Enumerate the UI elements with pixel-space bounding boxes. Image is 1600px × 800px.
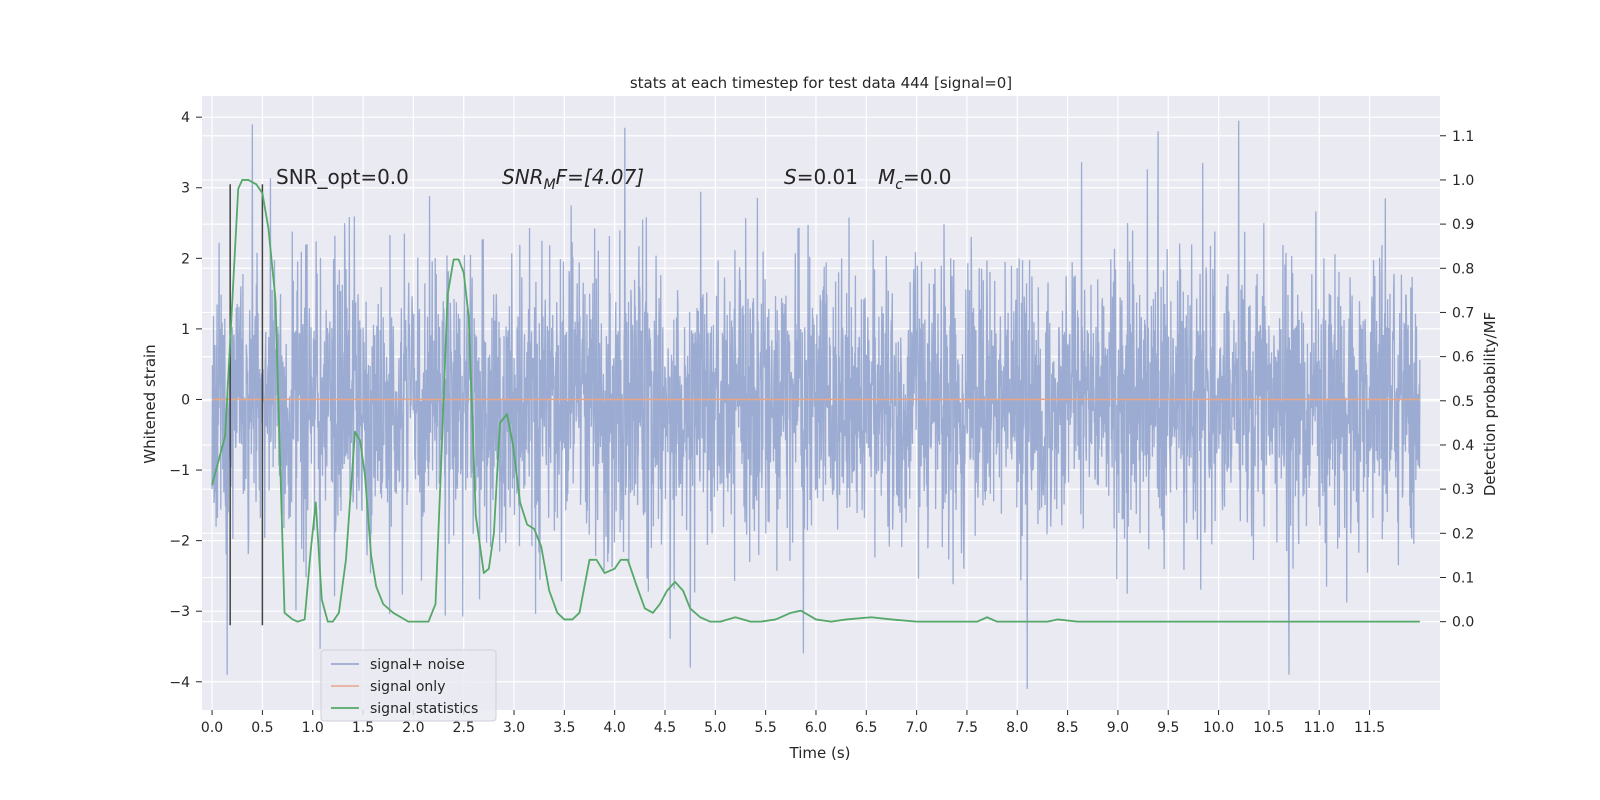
y-tick-label: 2 xyxy=(181,251,190,267)
annotation-snr-mf-prefix: SNR xyxy=(502,165,544,189)
y-tick-label: −2 xyxy=(169,534,190,550)
x-tick-label: 1.5 xyxy=(352,720,374,736)
event-markers xyxy=(229,184,264,626)
x-axis-ticks: 0.0 0.5 1.0 1.5 2.0 2.5 3.0 3.5 4.0 4.5 5.0 5.5 6.0 6… xyxy=(201,710,1385,736)
annotations: SNR_opt=0.0 SNRMF=[4.07] S=0.01 Mc=0.0 xyxy=(276,165,952,193)
annotation-mc: Mc=0.0 xyxy=(878,165,952,193)
x-tick-label: 3.5 xyxy=(553,720,575,736)
x-tick-label: 7.5 xyxy=(956,720,978,736)
annotation-snr-mf: SNRMF=[4.07] xyxy=(502,165,644,193)
x-tick-label: 4.5 xyxy=(654,720,676,736)
y2-tick-label: 0.2 xyxy=(1452,526,1474,542)
legend-label-signal-noise: signal+ noise xyxy=(370,657,465,673)
annotation-snr-mf-sub: M xyxy=(544,177,556,193)
y2-tick-label: 0.5 xyxy=(1452,394,1474,410)
x-tick-label: 6.5 xyxy=(855,720,877,736)
x-axis-label: Time (s) xyxy=(789,744,851,762)
x-tick-label: 5.5 xyxy=(755,720,777,736)
x-tick-label: 11.0 xyxy=(1304,720,1335,736)
x-tick-label: 2.5 xyxy=(453,720,475,736)
x-tick-label: 9.0 xyxy=(1107,720,1129,736)
x-tick-label: 8.0 xyxy=(1006,720,1028,736)
y2-axis-ticks: 1.1 1.0 0.9 0.8 0.7 0.6 0.5 0.4 0.3 0.2 0.1 0.0 xyxy=(1440,129,1474,631)
y-tick-label: 4 xyxy=(181,110,190,126)
x-tick-label: 9.5 xyxy=(1157,720,1179,736)
y2-tick-label: 0.0 xyxy=(1452,615,1474,631)
x-tick-label: 10.0 xyxy=(1203,720,1234,736)
y-tick-label: 3 xyxy=(181,181,190,197)
y2-tick-label: 1.0 xyxy=(1452,173,1474,189)
signal-statistics-line xyxy=(211,179,1420,623)
y-tick-label: −1 xyxy=(169,463,190,479)
y2-tick-label: 0.7 xyxy=(1452,305,1474,321)
legend-label-signal-statistics: signal statistics xyxy=(370,701,478,717)
legend-box xyxy=(320,649,497,722)
y-tick-label: −3 xyxy=(169,604,190,620)
legend-label-signal-only: signal only xyxy=(370,679,445,695)
annotation-s-label: S xyxy=(784,165,797,189)
annotation-mc-value: =0.0 xyxy=(903,165,952,189)
x-tick-label: 2.0 xyxy=(402,720,424,736)
y-axis-label: Whitened strain xyxy=(141,344,159,463)
y2-tick-label: 0.6 xyxy=(1452,350,1474,366)
y2-tick-label: 1.1 xyxy=(1452,129,1474,145)
y-axis-ticks: 4 3 2 1 0 −1 −2 −3 −4 xyxy=(169,110,202,691)
x-tick-label: 1.0 xyxy=(302,720,324,736)
y2-axis-label: Detection probability/MF xyxy=(1481,312,1499,496)
signal-noise-line xyxy=(211,120,1421,689)
x-tick-label: 5.0 xyxy=(704,720,726,736)
x-tick-label: 3.0 xyxy=(503,720,525,736)
legend: signal+ noise signal only signal statist… xyxy=(320,649,497,722)
y2-tick-label: 0.1 xyxy=(1452,570,1474,586)
y-tick-label: 0 xyxy=(181,392,190,408)
annotation-snr-mf-rest: F=[4.07] xyxy=(556,165,644,189)
series-signal-statistics xyxy=(211,179,1420,623)
y2-tick-label: 0.9 xyxy=(1452,217,1474,233)
y-tick-label: 1 xyxy=(181,322,190,338)
x-tick-label: 0.5 xyxy=(251,720,273,736)
annotation-mc-sub: c xyxy=(895,177,903,193)
x-tick-label: 0.0 xyxy=(201,720,223,736)
x-tick-label: 10.5 xyxy=(1253,720,1284,736)
y2-tick-label: 0.3 xyxy=(1452,482,1474,498)
x-tick-label: 6.0 xyxy=(805,720,827,736)
annotation-mc-label: M xyxy=(878,165,895,189)
chart-title: stats at each timestep for test data 444… xyxy=(630,74,1012,92)
y2-tick-label: 0.4 xyxy=(1452,438,1474,454)
annotation-s: S=0.01 xyxy=(784,165,858,189)
annotation-s-value: =0.01 xyxy=(797,165,858,189)
y-tick-label: −4 xyxy=(169,675,190,691)
y2-tick-label: 0.8 xyxy=(1452,261,1474,277)
x-tick-label: 7.0 xyxy=(905,720,927,736)
series-signal-noise xyxy=(211,120,1421,689)
x-tick-label: 4.0 xyxy=(604,720,626,736)
x-tick-label: 8.5 xyxy=(1056,720,1078,736)
annotation-snr-opt: SNR_opt=0.0 xyxy=(276,165,409,189)
x-tick-label: 11.5 xyxy=(1354,720,1385,736)
